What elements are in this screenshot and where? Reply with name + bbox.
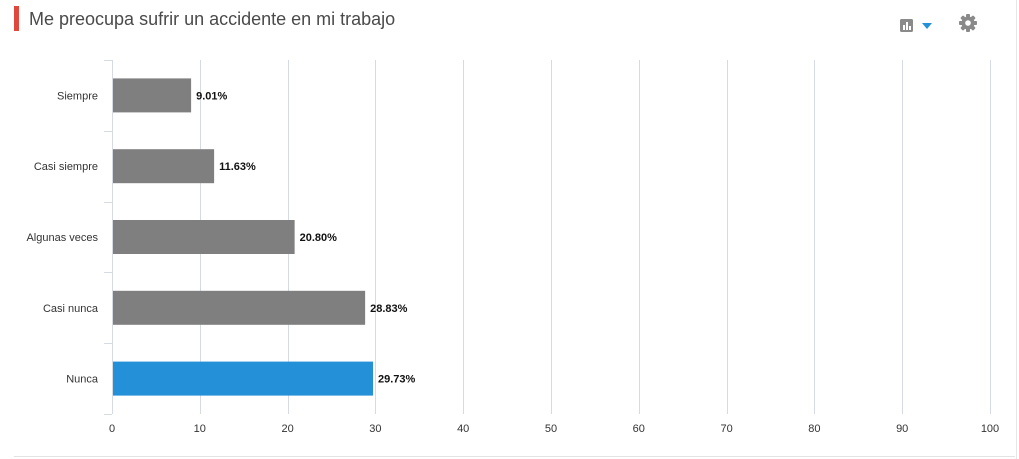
x-tick-label: 0 — [109, 423, 115, 435]
bar-casi-nunca — [113, 290, 366, 325]
x-tick-label: 10 — [194, 423, 206, 435]
x-tick-label: 20 — [281, 423, 293, 435]
value-label: 11.63% — [219, 161, 256, 173]
title-accent-bar — [14, 6, 19, 31]
x-tick-label: 70 — [720, 423, 732, 435]
category-label: Nunca — [66, 374, 99, 386]
value-label: 9.01% — [196, 90, 227, 102]
chart-type-dropdown[interactable] — [896, 14, 938, 36]
x-tick-label: 50 — [545, 423, 557, 435]
x-tick-label: 30 — [369, 423, 381, 435]
x-tick-label: 60 — [633, 423, 645, 435]
value-label: 20.80% — [300, 232, 338, 244]
panel-divider — [14, 456, 1015, 457]
category-label: Casi siempre — [34, 161, 98, 173]
bar-chart-icon — [900, 19, 913, 32]
value-label: 29.73% — [378, 374, 416, 386]
settings-button[interactable] — [957, 12, 979, 34]
bar-algunas-veces — [113, 220, 295, 254]
chart-title: Me preocupa sufrir un accidente en mi tr… — [29, 9, 396, 29]
x-tick-label: 90 — [896, 423, 908, 435]
caret-down-icon — [922, 23, 932, 29]
bar-siempre — [113, 78, 192, 113]
category-label: Siempre — [57, 90, 98, 102]
x-tick-label: 40 — [457, 423, 469, 435]
value-label: 28.83% — [370, 303, 408, 315]
bar-casi-siempre — [113, 149, 215, 184]
x-tick-label: 100 — [981, 423, 999, 435]
x-tick-label: 80 — [808, 423, 820, 435]
bar-nunca — [113, 361, 374, 396]
category-label: Algunas veces — [26, 232, 98, 244]
category-label: Casi nunca — [43, 303, 99, 315]
gear-icon — [959, 14, 977, 32]
